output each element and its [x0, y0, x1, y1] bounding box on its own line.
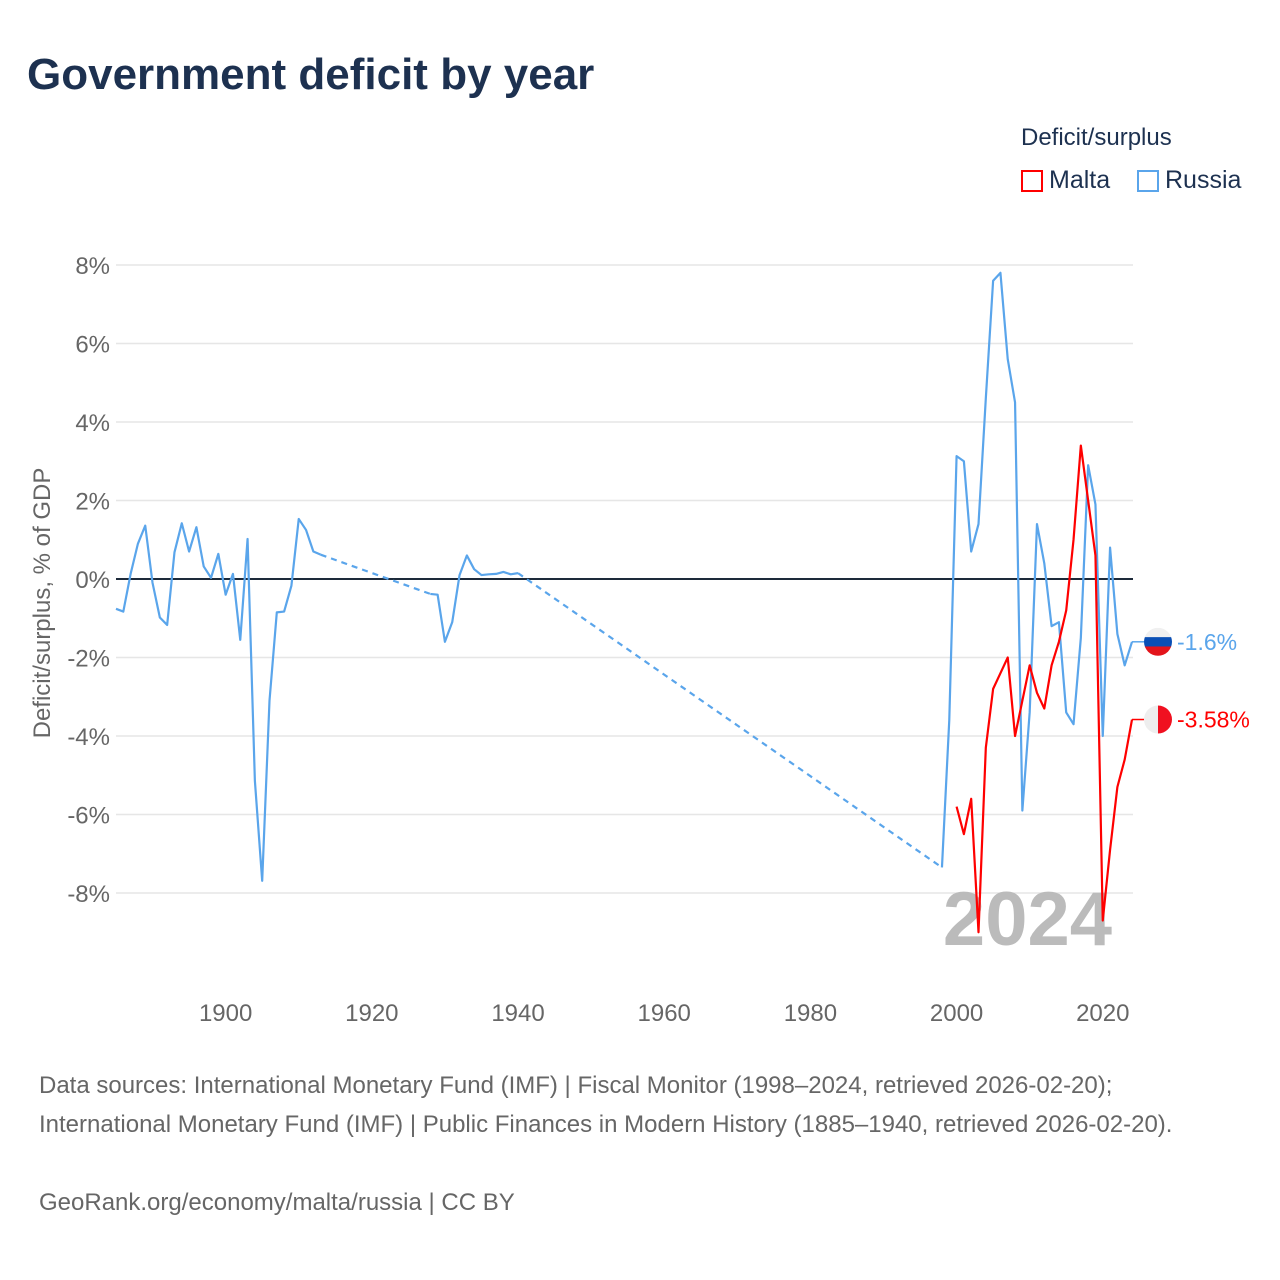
legend-swatch — [1137, 169, 1159, 192]
y-tick-label: 2% — [75, 489, 110, 516]
x-tick-label: 2000 — [930, 1000, 983, 1027]
russia-flag-icon — [1144, 627, 1172, 656]
series-line-malta — [955, 444, 1134, 934]
series-line-russia — [115, 517, 322, 882]
series-line-russia — [940, 271, 1134, 868]
chart-plot: 8% 6% 4% 2% 0% -2% -4% -6% -8% 1900 1920 1940 1960 19… — [29, 253, 1250, 1027]
x-tick-label: 1900 — [199, 1000, 252, 1027]
chart-title: Government deficit by year — [27, 50, 595, 99]
y-tick-label: -6% — [67, 803, 110, 830]
legend-item-russia[interactable]: Russia — [1137, 166, 1241, 195]
year-watermark: 2024 — [943, 877, 1112, 962]
y-tick-label: 4% — [75, 410, 110, 437]
x-tick-label: 1980 — [784, 1000, 837, 1027]
end-value-label: -1.6% — [1177, 629, 1237, 655]
flag-stripe — [1144, 627, 1172, 638]
flag-stripe — [1144, 637, 1172, 647]
x-tick-label: 1940 — [491, 1000, 544, 1027]
flag-stripe — [1158, 705, 1172, 734]
y-tick-label: -2% — [67, 646, 110, 673]
data-sources: Data sources: International Monetary Fun… — [39, 1072, 1173, 1138]
x-tick-label: 1920 — [345, 1000, 398, 1027]
malta-flag-icon — [1144, 705, 1172, 734]
legend-label: Malta — [1049, 166, 1111, 194]
series-line-russia — [430, 554, 519, 643]
y-tick-label: 8% — [75, 253, 110, 280]
gap-line-russia — [320, 553, 431, 595]
y-axis-label: Deficit/surplus, % of GDP — [29, 468, 56, 739]
gap-line-russia — [517, 572, 943, 869]
flag-stripe — [1144, 705, 1158, 734]
end-value-label: -3.58% — [1177, 707, 1250, 733]
y-tick-label: -8% — [67, 881, 110, 908]
y-tick-label: 6% — [75, 332, 110, 359]
legend-label: Russia — [1165, 166, 1242, 194]
legend-item-malta[interactable]: Malta — [1021, 166, 1110, 195]
legend-swatch — [1021, 169, 1043, 192]
x-tick-label: 1960 — [638, 1000, 691, 1027]
credit-link[interactable]: GeoRank.org/economy/malta/russia | CC BY — [39, 1189, 515, 1216]
legend-title: Deficit/surplus — [1021, 124, 1172, 151]
y-tick-label: 0% — [75, 567, 110, 594]
y-tick-label: -4% — [67, 724, 110, 751]
flag-stripe — [1144, 646, 1172, 656]
x-tick-label: 2020 — [1076, 1000, 1129, 1027]
